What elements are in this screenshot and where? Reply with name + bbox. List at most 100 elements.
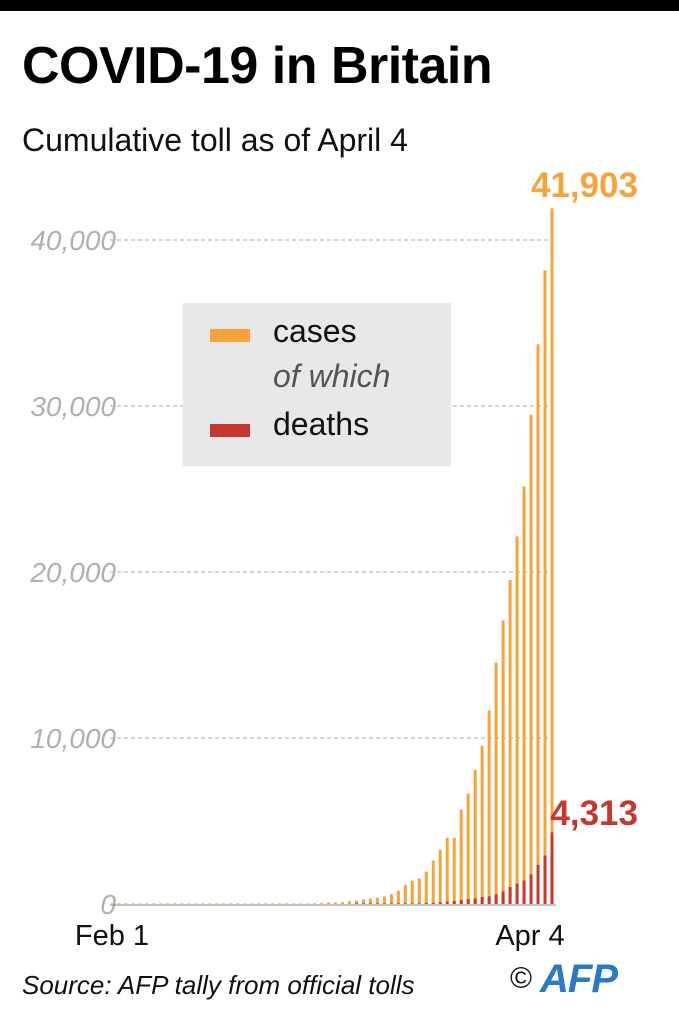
cases-swatch xyxy=(210,329,250,342)
cases-bar xyxy=(320,903,324,904)
deaths-bar xyxy=(466,899,470,904)
cases-bar xyxy=(145,903,149,904)
cases-bar xyxy=(466,793,470,904)
deaths-bar xyxy=(375,903,379,904)
deaths-bar xyxy=(382,903,386,904)
deaths-bar xyxy=(487,896,491,904)
cases-bar xyxy=(389,894,393,904)
cases-bar xyxy=(431,860,435,904)
deaths-bar xyxy=(459,900,463,904)
cases-bar xyxy=(333,902,337,904)
cases-bar xyxy=(110,903,114,904)
deaths-bar xyxy=(410,903,414,904)
cases-bar xyxy=(159,903,163,904)
legend-middle-label: of which xyxy=(273,358,391,394)
cases-bar xyxy=(396,890,400,904)
cases-bar xyxy=(180,903,184,904)
legend-cases-label: cases xyxy=(273,313,357,349)
cases-bar xyxy=(361,899,365,904)
deaths-bar xyxy=(529,874,533,904)
y-tick-label: 20,000 xyxy=(29,557,116,588)
deaths-bar xyxy=(417,903,421,904)
deaths-series xyxy=(354,832,554,904)
cases-bar xyxy=(243,903,247,904)
cases-bar xyxy=(271,903,275,904)
cases-bar xyxy=(208,903,212,904)
deaths-bar xyxy=(508,887,512,904)
cases-bar xyxy=(403,885,407,904)
cases-bar xyxy=(473,769,477,904)
x-axis-ticks: Feb 1 Apr 4 xyxy=(75,920,565,952)
cases-bar xyxy=(494,662,498,904)
cases-bar xyxy=(501,620,505,904)
y-axis-ticks: 0 10,000 20,000 30,000 40,000 xyxy=(29,225,116,920)
deaths-bar xyxy=(480,896,484,904)
deaths-bar xyxy=(550,832,554,904)
deaths-end-label: 4,313 xyxy=(550,794,638,833)
deaths-swatch xyxy=(210,424,250,437)
deaths-bar xyxy=(354,903,358,904)
cases-bar xyxy=(417,878,421,904)
cases-bar xyxy=(445,837,449,904)
cases-bar xyxy=(410,880,414,904)
deaths-bar xyxy=(438,902,442,904)
copyright-symbol: © xyxy=(510,962,533,995)
cases-bar xyxy=(201,903,205,904)
cases-bar xyxy=(285,903,289,904)
cases-bar xyxy=(292,903,296,904)
cases-bar xyxy=(124,903,128,904)
cases-bar xyxy=(375,897,379,904)
cases-bar xyxy=(222,903,226,904)
afp-logo: AFP xyxy=(540,957,618,1001)
cases-bar xyxy=(215,903,219,904)
cases-bar xyxy=(438,849,442,904)
deaths-bar xyxy=(431,902,435,904)
x-tick-label: Apr 4 xyxy=(495,920,564,952)
deaths-bar xyxy=(424,903,428,904)
deaths-bar xyxy=(543,855,547,904)
cases-bar xyxy=(250,903,254,904)
source-note: Source: AFP tally from official tolls xyxy=(22,970,415,1000)
cases-bar xyxy=(117,903,121,904)
deaths-bar xyxy=(501,891,505,904)
cases-bar xyxy=(299,903,303,904)
cases-bar xyxy=(166,903,170,904)
deaths-bar xyxy=(389,903,393,904)
cases-bar xyxy=(194,903,198,904)
deaths-bar xyxy=(396,903,400,904)
deaths-bar xyxy=(494,894,498,904)
legend-deaths-label: deaths xyxy=(273,406,370,442)
cases-bar xyxy=(536,344,540,904)
cases-bar xyxy=(327,902,331,904)
cases-bar xyxy=(459,809,463,904)
cases-bar xyxy=(529,414,533,904)
deaths-bar xyxy=(368,903,372,904)
deaths-bar xyxy=(515,883,519,904)
cases-bar xyxy=(368,898,372,904)
y-tick-label: 40,000 xyxy=(30,225,116,256)
y-tick-label: 0 xyxy=(100,889,116,920)
cases-bar xyxy=(278,903,282,904)
chart-title: COVID-19 in Britain xyxy=(22,37,493,95)
cases-bar xyxy=(152,903,156,904)
chart-subtitle: Cumulative toll as of April 4 xyxy=(22,122,408,158)
deaths-bar xyxy=(403,903,407,904)
cases-bar xyxy=(424,871,428,904)
cases-bar xyxy=(487,710,491,904)
x-tick-label: Feb 1 xyxy=(75,920,149,952)
cases-bar xyxy=(515,536,519,904)
cases-bar xyxy=(508,579,512,904)
y-tick-label: 10,000 xyxy=(30,723,116,754)
deaths-bar xyxy=(361,903,365,904)
cases-series xyxy=(110,208,554,904)
deaths-bar xyxy=(536,864,540,904)
cases-bar xyxy=(543,270,547,904)
cases-bar xyxy=(340,902,344,904)
y-tick-label: 30,000 xyxy=(30,391,116,422)
cases-bar xyxy=(522,486,526,904)
cases-bar xyxy=(313,903,317,904)
cases-bar xyxy=(236,903,240,904)
cases-bar xyxy=(257,903,261,904)
cases-bar xyxy=(550,208,554,904)
